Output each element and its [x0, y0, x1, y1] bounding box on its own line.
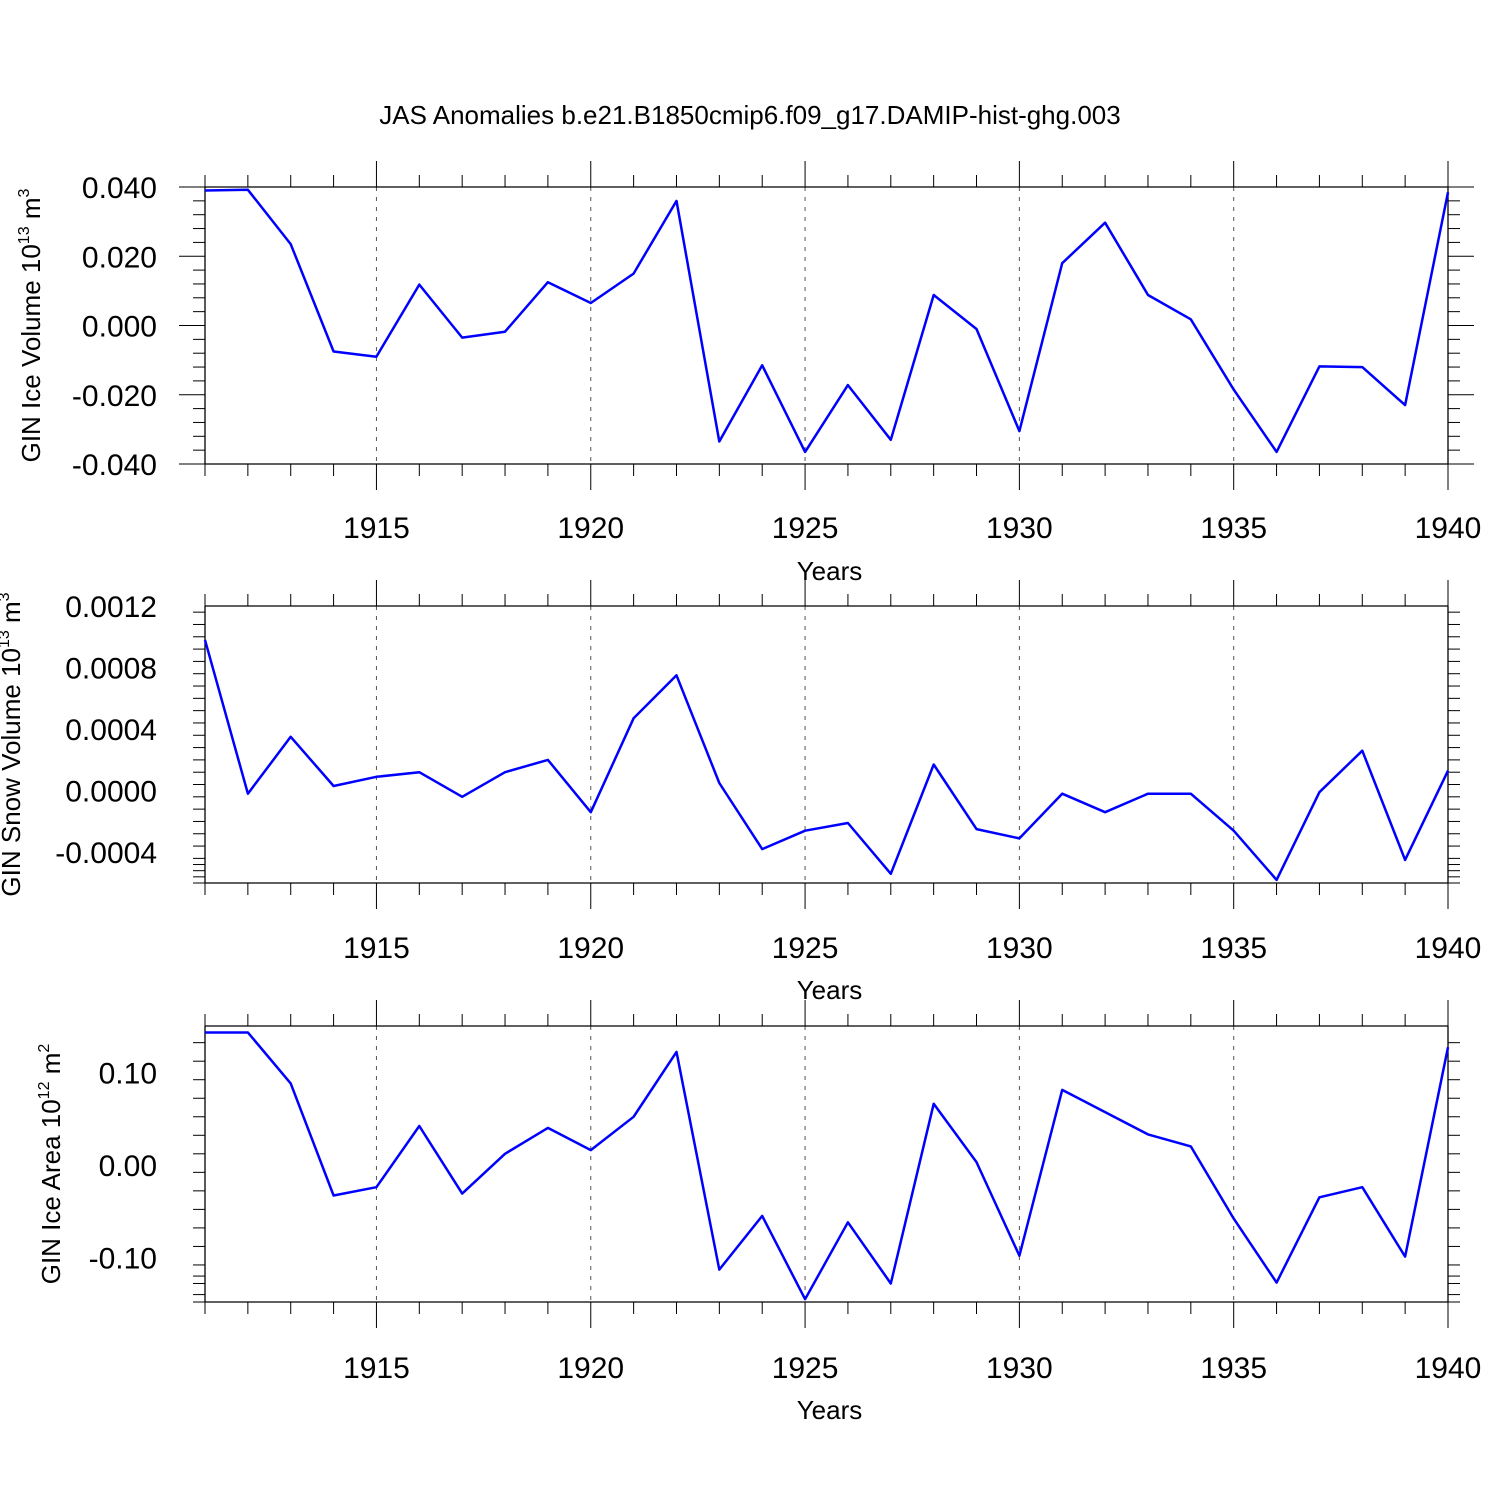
y-axis-title-part: GIN Ice Area 10	[36, 1099, 66, 1284]
panel-ice-area: -0.10 0.00 0.10 1915 1920 1925 1930 1935 1940 Yea…	[36, 1000, 1481, 1425]
x-tick-label: 1915	[343, 512, 410, 545]
x-tick-label: 1930	[986, 932, 1053, 965]
y-axis-title: GIN Ice Volume 1013 m3	[16, 188, 46, 462]
y-axis-title-superscript: 3	[16, 188, 33, 197]
x-tick-label: 1920	[557, 512, 624, 545]
y-tick-label: 0.000	[82, 311, 157, 344]
y-tick-label: -0.020	[72, 380, 157, 413]
x-tick-label: 1925	[772, 512, 839, 545]
x-tick-label: 1940	[1415, 932, 1482, 965]
y-axis-title-superscript: 13	[16, 226, 33, 244]
series-line	[205, 1031, 1450, 1301]
x-tick-label: 1925	[772, 1352, 839, 1385]
y-axis-title: GIN Snow Volume 1013 m3	[0, 592, 26, 896]
y-tick-label: 0.0008	[65, 653, 157, 686]
x-tick-label: 1935	[1200, 1352, 1267, 1385]
panel-snow-volume: -0.0004 0.0000 0.0004 0.0008 0.0012 1915 1920 1…	[0, 580, 1481, 1005]
y-axis-title-part: m	[0, 601, 26, 630]
x-tick-label: 1930	[986, 512, 1053, 545]
x-axis-title: Years	[797, 975, 863, 1005]
y-tick-label: -0.040	[72, 449, 157, 482]
x-tick-label: 1915	[343, 1352, 410, 1385]
y-tick-label: 0.020	[82, 241, 157, 274]
x-tick-label: 1930	[986, 1352, 1053, 1385]
y-tick-label: 0.00	[99, 1150, 157, 1183]
series-line	[204, 188, 1450, 454]
y-tick-label: 0.0000	[65, 776, 157, 809]
y-axis-title-part: m	[16, 197, 46, 226]
x-tick-label: 1935	[1200, 932, 1267, 965]
y-tick-label: 0.0004	[65, 714, 157, 747]
y-axis-title-part: GIN Snow Volume 10	[0, 648, 26, 897]
y-tick-label: 0.040	[82, 172, 157, 205]
chart-title: JAS Anomalies b.e21.B1850cmip6.f09_g17.D…	[379, 100, 1120, 130]
y-axis-title-superscript: 13	[0, 630, 13, 648]
x-tick-label: 1920	[557, 1352, 624, 1385]
x-axis-title: Years	[797, 1395, 863, 1425]
y-axis-title-part: m	[36, 1053, 66, 1082]
x-tick-label: 1915	[343, 932, 410, 965]
y-tick-label: 0.10	[99, 1057, 157, 1090]
y-axis-title-part: GIN Ice Volume 10	[16, 244, 46, 462]
x-tick-label: 1925	[772, 932, 839, 965]
panel-ice-volume: -0.040 -0.020 0.000 0.020 0.040 1915 1920 1925 1…	[16, 161, 1481, 586]
x-axis-title: Years	[797, 556, 863, 586]
y-axis-title-superscript: 3	[0, 592, 13, 601]
y-axis-title-superscript: 2	[36, 1044, 53, 1053]
x-tick-label: 1940	[1415, 1352, 1482, 1385]
y-tick-label: -0.0004	[55, 837, 157, 870]
x-tick-label: 1920	[557, 932, 624, 965]
series-line	[203, 639, 1450, 882]
y-axis-title-superscript: 12	[36, 1081, 53, 1099]
x-tick-label: 1935	[1200, 512, 1267, 545]
y-tick-label: 0.0012	[65, 591, 157, 624]
y-tick-label: -0.10	[89, 1243, 157, 1276]
y-axis-title: GIN Ice Area 1012 m2	[36, 1044, 66, 1285]
x-tick-label: 1940	[1415, 512, 1482, 545]
